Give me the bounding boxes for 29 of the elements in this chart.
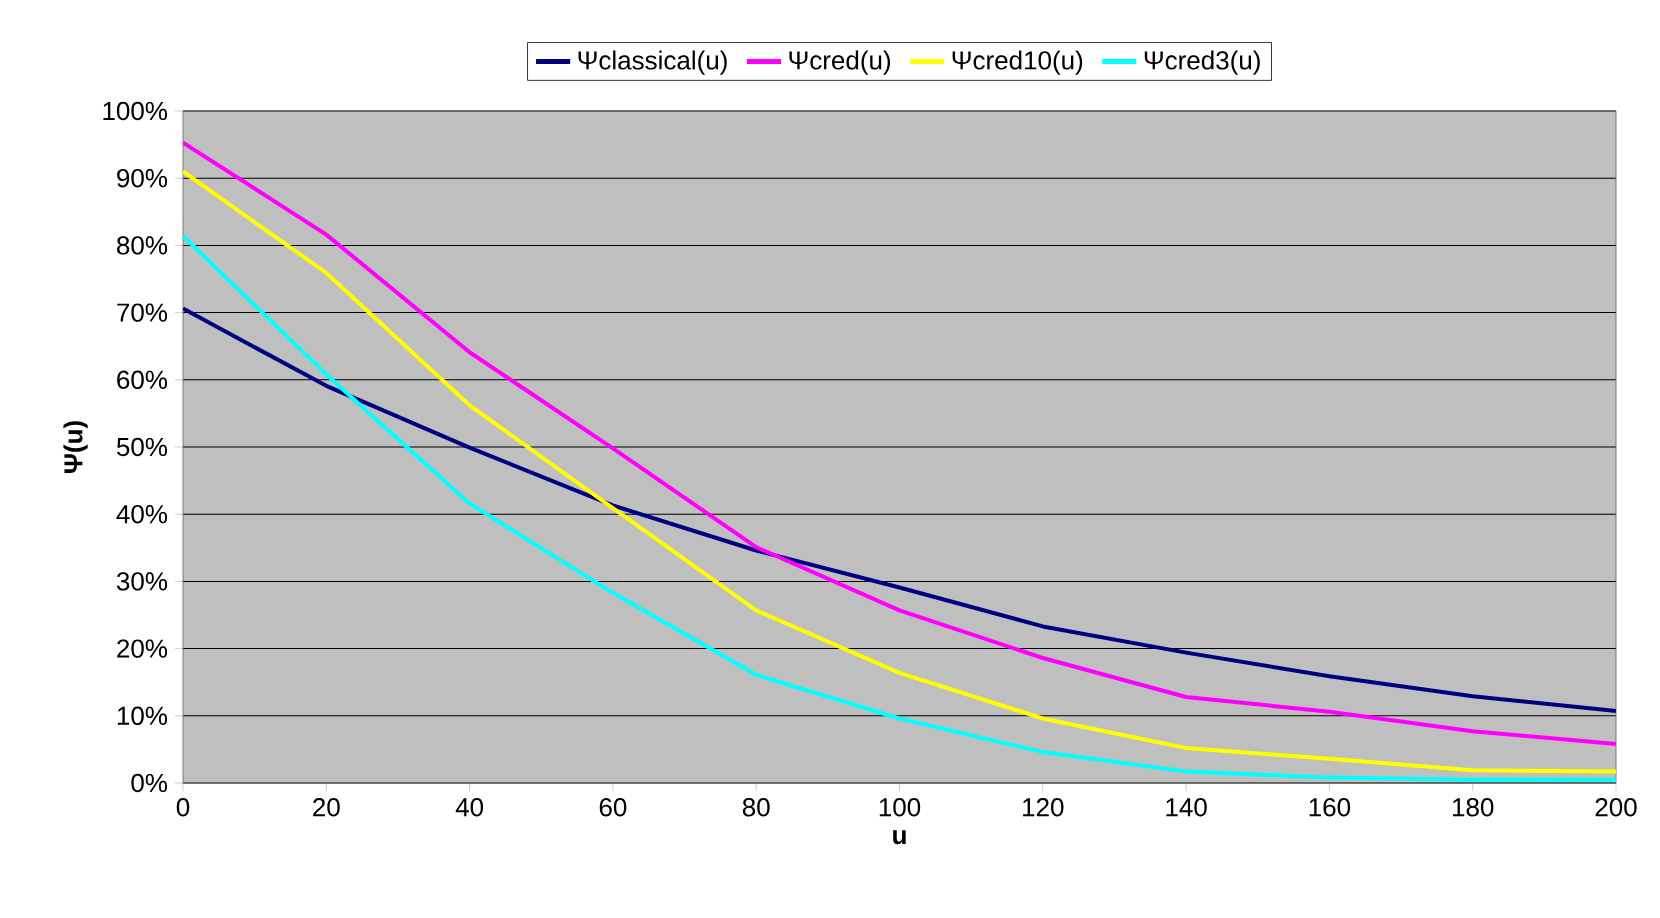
x-tick-label: 0 [176, 798, 190, 817]
y-tick-label: 80% [117, 236, 168, 255]
x-tick-label: 40 [455, 798, 484, 817]
x-tick-label: 180 [1452, 798, 1494, 817]
legend-label: Ψcred3(u) [1144, 50, 1260, 75]
x-tick-label: 160 [1309, 798, 1351, 817]
y-tick-label: 100% [103, 101, 168, 121]
x-tick-label: 120 [1023, 798, 1064, 817]
x-tick-label: 60 [599, 798, 627, 817]
legend-label: Ψcred10(u) [952, 50, 1083, 75]
y-tick-label: 40% [116, 504, 168, 524]
y-tick-label: 10% [117, 706, 168, 725]
legend-label: Ψcred(u) [789, 50, 891, 75]
y-tick-label: 90% [117, 168, 168, 188]
x-tick-label: 100 [879, 798, 921, 817]
y-axis-title: Ψ(u) [63, 421, 88, 473]
x-tick-label: 200 [1595, 798, 1637, 817]
y-tick-label: 70% [117, 303, 168, 322]
x-tick-label: 20 [313, 798, 340, 817]
x-tick-label: 80 [742, 798, 770, 817]
y-tick-label: 0% [131, 773, 168, 793]
y-tick-label: 50% [116, 437, 168, 457]
x-tick-label: 140 [1166, 798, 1207, 817]
y-tick-label: 60% [117, 370, 168, 389]
line-series [183, 306, 1616, 714]
y-tick-label: 30% [116, 572, 168, 591]
x-axis-title: u [893, 830, 906, 845]
y-tick-label: 20% [117, 639, 168, 658]
legend-label: Ψclassical(u) [578, 50, 727, 75]
